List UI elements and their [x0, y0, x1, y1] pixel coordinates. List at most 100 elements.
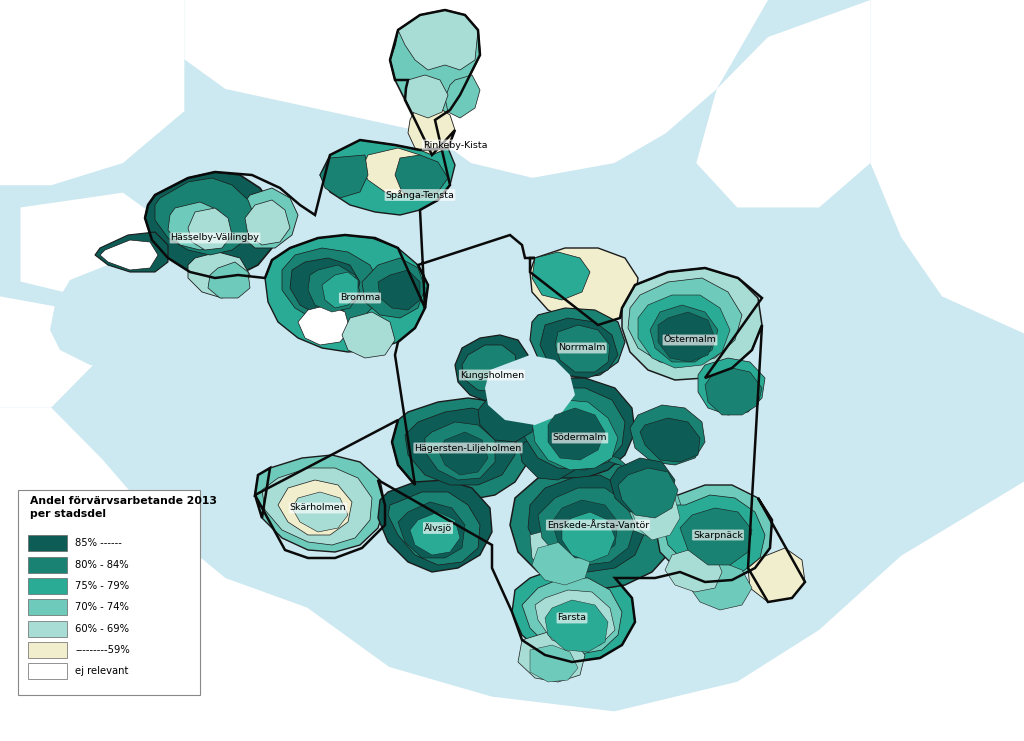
Bar [29, 621, 68, 637]
Text: 80% - 84%: 80% - 84% [76, 559, 129, 570]
Polygon shape [168, 202, 225, 250]
Text: 60% - 69%: 60% - 69% [76, 624, 129, 634]
Polygon shape [680, 508, 752, 565]
Text: Skärholmen: Skärholmen [290, 503, 346, 513]
Polygon shape [50, 260, 160, 370]
Polygon shape [688, 562, 752, 610]
Polygon shape [290, 258, 360, 315]
Polygon shape [545, 600, 608, 652]
Polygon shape [319, 140, 455, 215]
Text: Hässelby-Vällingby: Hässelby-Vällingby [171, 233, 259, 242]
Text: Norrmalm: Norrmalm [558, 344, 606, 353]
Polygon shape [455, 335, 528, 402]
Polygon shape [485, 355, 575, 425]
Polygon shape [532, 542, 590, 585]
Polygon shape [512, 378, 635, 478]
Bar [29, 535, 68, 551]
Text: Kungsholmen: Kungsholmen [460, 370, 524, 379]
Polygon shape [640, 418, 700, 462]
Polygon shape [262, 468, 372, 545]
Polygon shape [0, 0, 184, 185]
Polygon shape [292, 492, 348, 532]
Polygon shape [425, 422, 495, 480]
Polygon shape [655, 485, 772, 582]
Polygon shape [638, 295, 730, 368]
Polygon shape [628, 278, 742, 365]
Polygon shape [535, 450, 645, 498]
Bar [29, 578, 68, 594]
Polygon shape [95, 232, 168, 272]
Text: Enskede-Årsta-Vantör: Enskede-Årsta-Vantör [547, 520, 649, 530]
Text: ---------59%: ---------59% [76, 645, 130, 655]
Polygon shape [532, 400, 618, 470]
Polygon shape [145, 172, 278, 278]
Polygon shape [618, 468, 678, 518]
Polygon shape [548, 408, 605, 460]
Polygon shape [552, 500, 618, 558]
Polygon shape [319, 155, 368, 198]
Polygon shape [478, 390, 538, 442]
Polygon shape [530, 528, 592, 578]
Polygon shape [408, 105, 455, 155]
Polygon shape [278, 480, 352, 535]
Polygon shape [378, 270, 420, 310]
Polygon shape [610, 458, 675, 512]
Polygon shape [562, 512, 615, 562]
Polygon shape [184, 0, 768, 178]
Polygon shape [398, 10, 478, 70]
Polygon shape [748, 548, 805, 602]
Polygon shape [188, 252, 250, 298]
Polygon shape [265, 235, 428, 352]
Text: Skarpnäck: Skarpnäck [693, 531, 743, 539]
Text: Farsta: Farsta [557, 614, 587, 622]
Text: 85% ------: 85% ------ [76, 539, 122, 548]
Polygon shape [362, 148, 430, 195]
Polygon shape [245, 200, 290, 245]
Polygon shape [632, 490, 680, 540]
Polygon shape [630, 405, 705, 465]
Polygon shape [0, 408, 1024, 741]
Polygon shape [390, 10, 480, 120]
Polygon shape [622, 268, 762, 380]
Polygon shape [522, 388, 625, 470]
Polygon shape [540, 318, 618, 378]
Bar [29, 642, 68, 658]
Polygon shape [622, 478, 682, 538]
Polygon shape [410, 512, 460, 555]
Polygon shape [510, 462, 678, 590]
Polygon shape [398, 502, 465, 558]
Polygon shape [665, 548, 722, 592]
Polygon shape [530, 308, 625, 378]
Text: 70% - 74%: 70% - 74% [76, 602, 129, 612]
Polygon shape [388, 492, 480, 565]
Polygon shape [530, 645, 578, 682]
Polygon shape [445, 75, 480, 118]
Polygon shape [155, 178, 255, 255]
Polygon shape [342, 312, 395, 358]
Polygon shape [188, 208, 232, 250]
Polygon shape [406, 408, 515, 485]
Polygon shape [705, 368, 762, 415]
Text: ej relevant: ej relevant [76, 666, 129, 677]
Polygon shape [462, 345, 518, 392]
Text: Södermalm: Södermalm [553, 433, 607, 442]
Text: Andel förvärvsarbetande 2013
per stadsdel: Andel förvärvsarbetande 2013 per stadsde… [31, 496, 217, 519]
Polygon shape [522, 578, 622, 655]
Polygon shape [395, 155, 449, 198]
Polygon shape [530, 248, 638, 325]
Polygon shape [362, 258, 425, 318]
Polygon shape [322, 272, 358, 308]
Polygon shape [378, 480, 492, 572]
Polygon shape [255, 455, 385, 552]
Polygon shape [512, 568, 635, 662]
Bar [29, 663, 68, 679]
Text: Spånga-Tensta: Spånga-Tensta [386, 190, 455, 200]
Polygon shape [650, 305, 718, 362]
Text: Hägersten-Liljeholmen: Hägersten-Liljeholmen [415, 444, 521, 453]
Polygon shape [392, 398, 530, 500]
Text: Älvsjö: Älvsjö [424, 523, 452, 533]
Polygon shape [698, 358, 765, 415]
Polygon shape [870, 0, 1024, 333]
Polygon shape [308, 265, 360, 312]
Polygon shape [518, 632, 585, 682]
